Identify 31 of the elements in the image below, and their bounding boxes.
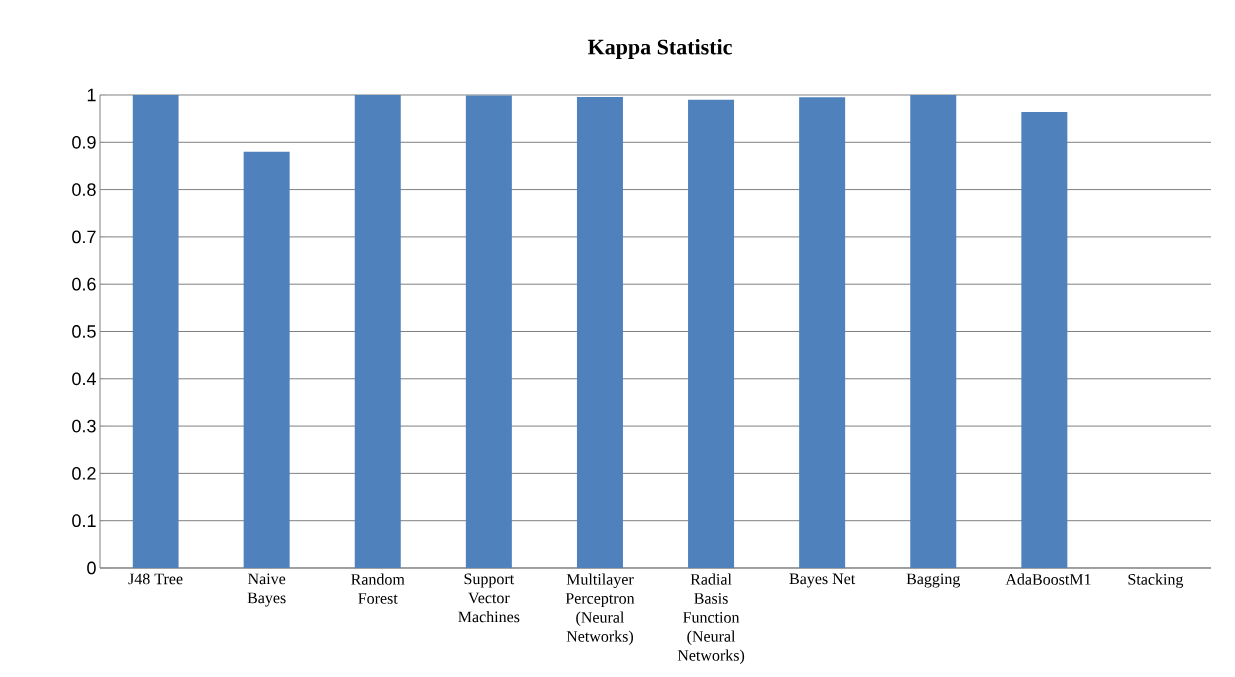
- y-tick-label: 1: [87, 88, 96, 102]
- bar: [243, 151, 290, 568]
- y-tick-label: 0.2: [72, 467, 96, 480]
- x-tick-label: Support Vector Machines: [458, 573, 520, 623]
- x-tick-label: AdaBoostM1: [1005, 573, 1091, 585]
- bar: [799, 97, 846, 568]
- x-tick-label: Bayes Net: [789, 573, 856, 588]
- y-tick-label: 0.5: [72, 325, 96, 338]
- bar: [354, 94, 401, 568]
- y-tick-label: 0.7: [72, 230, 96, 244]
- x-tick-label: Multilayer Perceptron (Neural Networks): [565, 573, 635, 646]
- x-tick-label: Bagging: [906, 573, 961, 588]
- x-tick-label: J48 Tree: [128, 573, 183, 585]
- x-tick-label: Radial Basis Function (Neural Networks): [677, 573, 745, 665]
- bar: [132, 94, 179, 568]
- bar: [576, 96, 623, 568]
- bar: [465, 95, 512, 568]
- bar: [1021, 112, 1068, 568]
- y-tick-label: 0.6: [72, 277, 96, 291]
- x-tick-label: Stacking: [1128, 573, 1184, 589]
- y-tick-label: 0.1: [72, 514, 96, 528]
- x-tick-label: Random Forest: [351, 573, 405, 604]
- y-tick-label: 0.4: [72, 372, 96, 386]
- y-tick-label: 0.3: [72, 419, 96, 433]
- x-tick-label: Naive Bayes: [247, 573, 286, 607]
- y-tick-label: 0.9: [72, 135, 96, 149]
- y-tick-label: 0.8: [72, 183, 96, 196]
- bar: [688, 99, 735, 568]
- bar: [910, 94, 957, 568]
- chart-title: Kappa Statistic: [587, 39, 732, 59]
- y-tick-label: 0: [87, 561, 96, 575]
